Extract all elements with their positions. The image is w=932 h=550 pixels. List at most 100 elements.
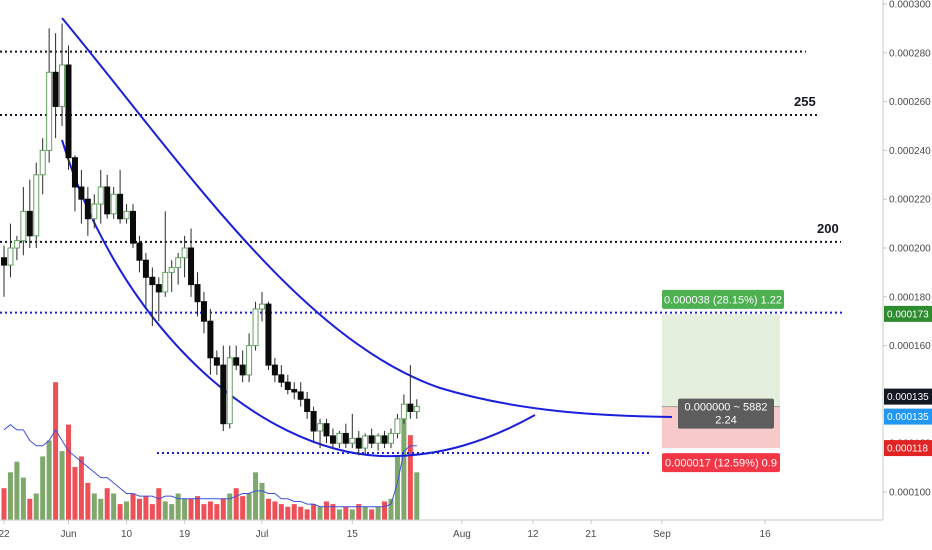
volume-bar [14, 461, 20, 520]
volume-bar [72, 467, 78, 520]
volume-bar [136, 498, 142, 520]
volume-bar [362, 506, 368, 520]
price-tag-box [884, 440, 932, 457]
volume-ma-polyline [3, 423, 417, 508]
candle-body [317, 423, 324, 432]
arc-drawings[interactable] [61, 17, 673, 458]
candle-body [97, 186, 104, 205]
volume-bar [349, 509, 355, 520]
price-tag-label: 0.000135 [887, 392, 929, 403]
candle-body [220, 364, 227, 425]
price-tick-label: 0.000300 [889, 0, 931, 11]
volume-bar [33, 493, 39, 520]
time-tick-label: 12 [527, 529, 539, 540]
volume-bar [207, 501, 213, 520]
candle-body [329, 435, 336, 444]
horizontal-levels[interactable]: 255 200 [0, 50, 845, 454]
candle-body [181, 247, 188, 259]
level-label: 255 [794, 94, 816, 109]
candle-body [13, 240, 20, 249]
time-tick-label: 21 [585, 529, 597, 540]
candle-body [33, 174, 40, 237]
candle-body [381, 435, 388, 444]
candle-body [149, 276, 156, 286]
price-tick-label: 0.000160 [889, 341, 931, 352]
volume-bar [46, 440, 52, 520]
target-label-box [662, 289, 784, 309]
volume-bar [265, 498, 271, 520]
volume-bar [394, 456, 400, 520]
candle-body [259, 303, 265, 310]
volume-bar [117, 504, 123, 520]
center-label-line1: 0.000000 ~ 5882 [685, 402, 768, 414]
volume-bar [369, 509, 375, 520]
candle-body [400, 403, 407, 420]
candle-body [252, 308, 259, 347]
volume-bar [330, 504, 336, 520]
position-tool[interactable]: 0.000038 (28.15%) 1.22 0.000000 ~ 58822.2… [662, 289, 784, 473]
center-label-line2: 2.24 [715, 415, 736, 427]
candle-body [200, 301, 207, 322]
candle-body [194, 284, 201, 303]
volume-pane [1, 382, 420, 520]
time-axis[interactable]: 22 Jun 10 19 Jul 15 Aug 12 21 Sep 16 [0, 520, 771, 540]
candle-body [78, 186, 85, 200]
volume-bar [324, 501, 329, 520]
price-tags: 0.000173 0.000135 0.000135 0.000118 [884, 305, 932, 457]
candle-body [342, 432, 349, 444]
arc-upper[interactable] [61, 17, 673, 418]
time-tick-label: 15 [347, 529, 359, 540]
price-tag-box [884, 408, 932, 425]
volume-bar [298, 506, 304, 520]
volume-bar [66, 424, 71, 520]
candle-body [162, 271, 169, 293]
volume-bar [343, 506, 349, 520]
volume-bar [59, 451, 65, 520]
volume-bar [336, 509, 342, 520]
candle-body [52, 71, 59, 107]
candle-body [7, 247, 14, 266]
arc-lower[interactable] [61, 139, 536, 458]
price-tick-label: 0.000180 [889, 292, 931, 303]
time-tick-label: Jul [256, 529, 269, 540]
candle-body [188, 247, 195, 286]
target-label: 0.000038 (28.15%) 1.22 [664, 294, 782, 306]
volume-bar [285, 506, 291, 520]
volume-bar [98, 498, 104, 520]
price-tick-label: 0.000220 [889, 195, 931, 206]
volume-bar [7, 472, 13, 520]
volume-bar [1, 488, 7, 520]
volume-bar [156, 488, 162, 520]
candle-body [233, 357, 240, 366]
candle-body [1, 257, 7, 266]
volume-bar [220, 498, 226, 520]
candle-body [336, 432, 343, 444]
volume-ma-line [3, 423, 417, 508]
volume-bar [195, 496, 200, 520]
candle-body [39, 149, 46, 176]
volume-bar [407, 435, 413, 520]
volume-bar [149, 504, 155, 520]
candle-body [375, 435, 382, 444]
candle-body [284, 381, 291, 391]
candle-body [136, 242, 143, 261]
candle-body [226, 357, 233, 425]
candles [1, 23, 420, 456]
candle-body [271, 364, 278, 376]
candle-body [71, 157, 78, 188]
candle-body [84, 198, 91, 220]
stop-label: 0.000017 (12.59%) 0.9 [665, 458, 777, 470]
volume-bar [40, 456, 46, 520]
time-tick-label: 19 [179, 529, 191, 540]
candle-body [413, 406, 420, 412]
volume-bar [104, 488, 110, 520]
candle-body [407, 403, 414, 412]
price-tag-label: 0.000135 [887, 412, 929, 423]
volume-bar [401, 414, 407, 520]
candle-body [91, 203, 98, 220]
volume-bar [130, 493, 136, 520]
level-label: 200 [817, 221, 839, 236]
volume-bar [227, 493, 233, 520]
candle-body [20, 210, 27, 242]
